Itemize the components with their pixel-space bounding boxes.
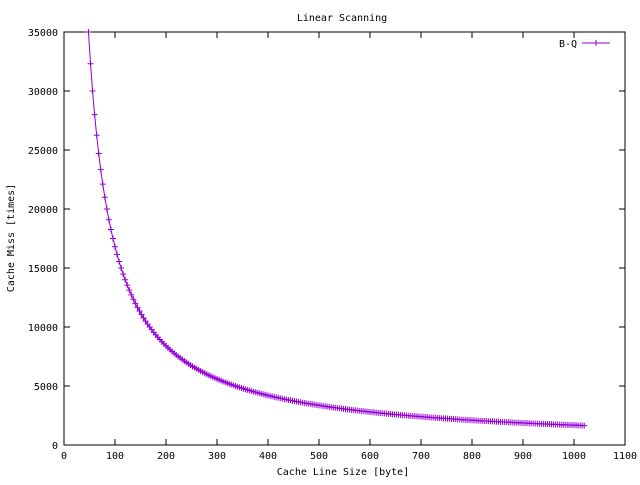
data-point: [122, 276, 129, 283]
y-tick-label: 30000: [28, 87, 58, 98]
data-point: [118, 265, 125, 271]
data-point: [87, 60, 94, 67]
y-tick-label: 25000: [28, 146, 58, 157]
x-tick-label: 900: [514, 451, 532, 462]
data-point: [134, 304, 141, 311]
plot-border: [63, 31, 626, 446]
data-point: [95, 150, 102, 157]
data-point: [132, 300, 139, 307]
data-point: [109, 235, 116, 242]
data-point: [101, 194, 108, 201]
series-line: [87, 31, 585, 427]
data-point: [130, 296, 137, 303]
data-point: [103, 206, 110, 212]
x-tick-label: 400: [259, 451, 277, 462]
data-point: [105, 216, 112, 223]
x-tick-label: 300: [208, 451, 226, 462]
y-axis-label: Cache Miss [times]: [6, 184, 17, 292]
x-tick-label: 200: [157, 451, 175, 462]
data-point: [107, 226, 114, 233]
legend-sample-line: [582, 40, 610, 46]
chart-title: Linear Scanning: [297, 13, 387, 24]
series-layer: [85, 29, 588, 429]
y-tick-label: 35000: [28, 28, 58, 39]
data-point: [126, 287, 133, 294]
legend: B-Q: [559, 39, 610, 50]
data-point: [91, 111, 98, 118]
data-point: [138, 311, 145, 318]
y-tick-label: 20000: [28, 205, 58, 216]
data-point: [140, 314, 147, 321]
data-point: [142, 318, 149, 325]
x-tick-label: 0: [61, 451, 67, 462]
x-axis-ticks: 0 100 200 300 400 500 600 700 800 900 1000 1100: [61, 32, 637, 462]
y-tick-label: 15000: [28, 264, 58, 275]
data-point: [581, 422, 588, 429]
data-point: [112, 243, 118, 250]
data-point: [85, 29, 92, 35]
legend-marker: [593, 40, 599, 46]
data-point: [128, 291, 135, 298]
x-axis-label: Cache Line Size [byte]: [277, 467, 409, 478]
data-point: [116, 258, 123, 265]
data-point: [99, 181, 106, 188]
x-tick-label: 800: [463, 451, 481, 462]
y-tick-label: 5000: [34, 382, 58, 393]
legend-label: B-Q: [559, 39, 577, 50]
data-point: [97, 166, 104, 173]
data-point: [120, 271, 127, 278]
y-tick-label: 10000: [28, 323, 58, 334]
x-tick-label: 700: [412, 451, 430, 462]
x-tick-label: 100: [106, 451, 124, 462]
data-point: [136, 308, 143, 315]
x-tick-label: 500: [310, 451, 328, 462]
y-tick-label: 0: [52, 441, 58, 452]
data-point: [89, 88, 96, 94]
data-point: [124, 282, 131, 289]
data-point: [114, 251, 121, 258]
y-axis-ticks: 0 5000 10000 15000 20000 25000 30000 35000: [28, 28, 625, 452]
x-tick-label: 1100: [613, 451, 637, 462]
x-tick-label: 1000: [562, 451, 586, 462]
x-tick-label: 600: [361, 451, 379, 462]
data-point: [93, 132, 100, 139]
